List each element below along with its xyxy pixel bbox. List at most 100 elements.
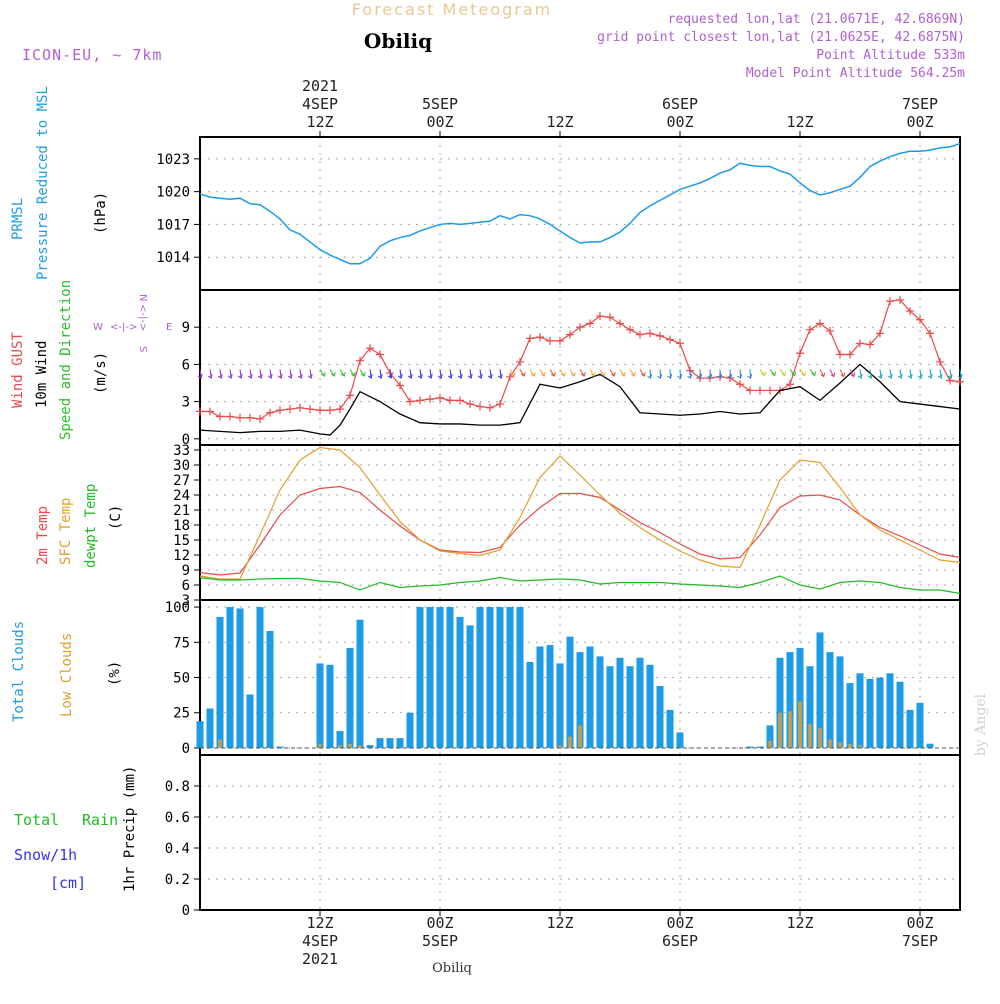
- low-cloud-bar: [318, 743, 322, 748]
- top-axis-label: 12Z: [786, 113, 813, 131]
- wind-direction-arrow: [489, 369, 492, 379]
- wind-direction-arrow: [819, 369, 825, 377]
- wind-arrow-head: [520, 371, 526, 377]
- total-cloud-bar: [866, 678, 874, 748]
- gust-point: [306, 405, 314, 414]
- total-cloud-bar: [886, 673, 894, 748]
- wind-arrow-head: [497, 373, 503, 379]
- gust-point: [786, 380, 794, 389]
- wind-arrow-head: [570, 371, 576, 377]
- gust-point: [506, 372, 514, 381]
- gust-point: [476, 402, 484, 411]
- gust-point: [436, 393, 444, 402]
- wind-direction-arrow: [609, 369, 615, 377]
- total-cloud-bar: [916, 702, 924, 748]
- top-axis-label: 12Z: [546, 113, 573, 131]
- total-cloud-bar: [496, 607, 504, 748]
- total-cloud-bar: [316, 663, 324, 748]
- total-cloud-bar: [476, 607, 484, 748]
- total-cloud-bar: [206, 708, 214, 748]
- wind-direction-arrow: [959, 369, 962, 379]
- gust-point: [566, 330, 574, 339]
- wind-arrow-head: [367, 373, 373, 379]
- bottom-axis-label: 5SEP: [422, 932, 458, 950]
- wind-arrow-head: [850, 372, 856, 378]
- ytick-label: 1017: [156, 217, 190, 233]
- wind-direction-arrow: [599, 369, 605, 377]
- wind-arrow-head: [747, 374, 753, 379]
- wind-arrow-head: [647, 374, 653, 379]
- pressure-panel: 1014 1017 1020 1023: [156, 136, 961, 291]
- total-cloud-bar: [856, 673, 864, 748]
- wind-arrow-head: [397, 373, 403, 379]
- wind-direction-arrow: [309, 369, 312, 379]
- wind-arrow-head: [957, 373, 963, 379]
- bottom-axis-label: 12Z: [786, 914, 813, 932]
- gust-point: [796, 349, 804, 358]
- total-cloud-bar: [796, 647, 804, 748]
- gust-point: [526, 334, 534, 343]
- total-cloud-bar: [376, 738, 384, 748]
- gust-point: [366, 344, 374, 353]
- ytick-label: 24: [173, 488, 190, 504]
- low-cloud-bar: [818, 728, 822, 748]
- total-cloud-bar: [426, 607, 434, 748]
- wind-arrow-head: [457, 373, 463, 379]
- sfc-temp-line: [199, 446, 961, 580]
- wind-arrow-head: [801, 371, 807, 377]
- wind-direction-arrow: [529, 369, 535, 377]
- ytick-label: 1020: [156, 185, 190, 201]
- wind-direction-arrow: [539, 369, 545, 377]
- wind-direction-arrow: [289, 369, 292, 379]
- wind-arrow-head: [897, 373, 903, 379]
- wind-arrow-head: [657, 374, 663, 379]
- ytick-label: 3: [182, 395, 190, 411]
- ytick-label: 50: [173, 671, 190, 687]
- wind-arrow-head: [217, 373, 223, 379]
- temp-unit: (C): [108, 505, 124, 530]
- wind-direction-arrow: [829, 369, 835, 377]
- sfc-label: SFC Temp: [58, 498, 74, 565]
- wind-arrow-head: [707, 374, 713, 379]
- gust-point: [216, 412, 224, 421]
- wind-arrow-head: [560, 371, 566, 377]
- total-cloud-bar: [416, 607, 424, 748]
- wind10m-label: 10m Wind: [34, 341, 50, 408]
- compass-n: N: [137, 294, 148, 301]
- gust-point: [746, 386, 754, 395]
- ytick-label: 1014: [156, 250, 190, 266]
- clouds-unit: (%): [107, 661, 123, 686]
- snow-label: Snow/1h: [14, 846, 77, 864]
- wind-direction-arrow: [359, 369, 365, 377]
- gust-point: [276, 406, 284, 415]
- pressure-label-1: PRMSL: [10, 198, 26, 240]
- total-label: Total: [14, 811, 59, 829]
- location-title: Obiliq: [364, 29, 432, 53]
- total-cloud-bar: [636, 657, 644, 748]
- bottom-axis-label: 2021: [302, 950, 338, 968]
- wind-arrow-head: [237, 373, 243, 379]
- temp-ylabel-group: 2m Temp SFC Temp dewpt Temp (C): [35, 484, 124, 568]
- total-cloud-bar: [806, 666, 814, 748]
- ytick-label: 9: [182, 320, 190, 336]
- low-cloud-bar: [558, 745, 562, 748]
- ytick-label: 33: [173, 443, 190, 459]
- total-cloud-bar: [586, 646, 594, 748]
- compass-e: E: [166, 322, 172, 333]
- total-cloud-bar: [436, 607, 444, 748]
- wind-arrow-head: [640, 371, 646, 377]
- wind-arrow-head: [840, 372, 846, 378]
- wind-arrow-head: [297, 373, 303, 379]
- gust-point: [416, 396, 424, 405]
- total-cloud-bar: [746, 746, 754, 748]
- gust-point: [406, 397, 414, 406]
- total-cloud-bar: [596, 656, 604, 748]
- wind-direction-arrow: [949, 369, 952, 379]
- wind-arrow-head: [907, 373, 913, 379]
- low-cloud-bar: [568, 736, 572, 748]
- gridpoint-coords: grid point closest lon,lat (21.0625E, 42…: [597, 30, 965, 45]
- wind-arrow-head: [937, 373, 943, 379]
- clouds-ylabel-group: Total Clouds Low Clouds (%): [11, 621, 123, 722]
- gust-point: [296, 403, 304, 412]
- total-cloud-bar: [396, 738, 404, 748]
